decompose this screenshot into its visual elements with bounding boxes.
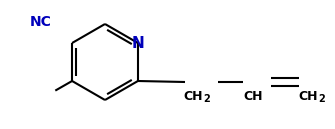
Text: CH: CH — [183, 90, 202, 103]
Text: CH: CH — [243, 90, 263, 103]
Text: N: N — [132, 35, 144, 50]
Text: 2: 2 — [203, 94, 210, 104]
Text: CH: CH — [298, 90, 318, 103]
Text: 2: 2 — [318, 94, 325, 104]
Text: NC: NC — [30, 15, 52, 29]
